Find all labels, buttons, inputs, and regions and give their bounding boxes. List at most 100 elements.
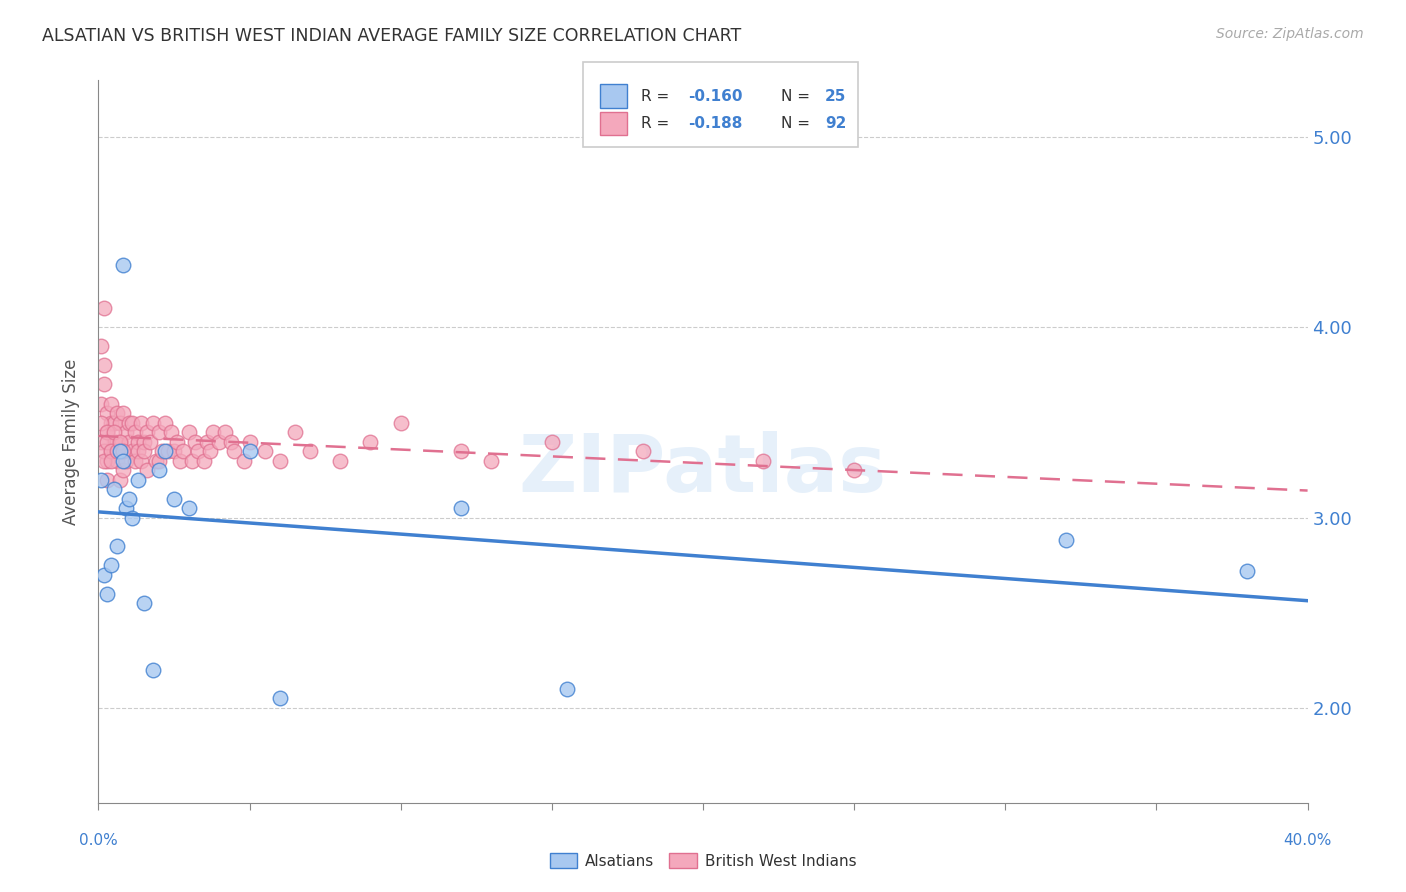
- Point: [631, 444, 654, 458]
- Point: [114, 501, 136, 516]
- Point: [108, 473, 131, 487]
- Text: 40.0%: 40.0%: [1284, 833, 1331, 848]
- Point: [148, 453, 170, 467]
- Point: [142, 663, 165, 677]
- Point: [111, 463, 134, 477]
- FancyBboxPatch shape: [583, 62, 858, 147]
- Point: [124, 453, 146, 467]
- Point: [139, 434, 162, 449]
- Point: [224, 444, 246, 458]
- Point: [172, 444, 194, 458]
- Point: [90, 434, 112, 449]
- Point: [844, 463, 866, 477]
- Point: [153, 444, 176, 458]
- Point: [181, 453, 204, 467]
- Text: N =: N =: [780, 89, 814, 103]
- Point: [127, 434, 149, 449]
- Text: -0.188: -0.188: [688, 116, 742, 131]
- Point: [93, 567, 115, 582]
- Point: [111, 444, 134, 458]
- Point: [103, 444, 125, 458]
- Point: [135, 425, 157, 439]
- Point: [111, 453, 134, 467]
- Point: [450, 501, 472, 516]
- Point: [450, 444, 472, 458]
- Point: [114, 425, 136, 439]
- Point: [90, 416, 112, 430]
- Point: [132, 434, 155, 449]
- Point: [360, 434, 382, 449]
- Point: [105, 539, 128, 553]
- Point: [184, 434, 207, 449]
- Point: [105, 434, 128, 449]
- Point: [121, 416, 143, 430]
- Point: [195, 434, 218, 449]
- Point: [100, 558, 122, 573]
- Point: [132, 596, 155, 610]
- Text: ALSATIAN VS BRITISH WEST INDIAN AVERAGE FAMILY SIZE CORRELATION CHART: ALSATIAN VS BRITISH WEST INDIAN AVERAGE …: [42, 27, 741, 45]
- Point: [540, 434, 562, 449]
- Point: [90, 473, 112, 487]
- Point: [111, 444, 134, 458]
- Point: [150, 444, 173, 458]
- Point: [200, 444, 222, 458]
- Point: [118, 416, 141, 430]
- Text: ZIPatlas: ZIPatlas: [519, 432, 887, 509]
- Point: [202, 425, 225, 439]
- Point: [121, 444, 143, 458]
- Text: Source: ZipAtlas.com: Source: ZipAtlas.com: [1216, 27, 1364, 41]
- Point: [93, 377, 115, 392]
- Point: [105, 453, 128, 467]
- Point: [111, 406, 134, 420]
- Point: [118, 434, 141, 449]
- Point: [232, 453, 254, 467]
- Point: [148, 463, 170, 477]
- Point: [481, 453, 503, 467]
- Text: 92: 92: [825, 116, 846, 131]
- Point: [135, 463, 157, 477]
- Text: 25: 25: [825, 89, 846, 103]
- Text: R =: R =: [641, 116, 675, 131]
- Point: [103, 482, 125, 496]
- Point: [108, 416, 131, 430]
- Point: [253, 444, 276, 458]
- Point: [105, 406, 128, 420]
- Point: [132, 444, 155, 458]
- Text: -0.160: -0.160: [688, 89, 742, 103]
- Point: [100, 453, 122, 467]
- Point: [156, 444, 179, 458]
- Point: [108, 444, 131, 458]
- Point: [145, 453, 167, 467]
- Point: [118, 491, 141, 506]
- Point: [96, 587, 118, 601]
- Point: [239, 444, 262, 458]
- Point: [214, 425, 236, 439]
- Point: [129, 453, 152, 467]
- Point: [93, 453, 115, 467]
- Point: [179, 501, 201, 516]
- Point: [127, 473, 149, 487]
- Point: [555, 681, 578, 696]
- Point: [121, 510, 143, 524]
- Point: [208, 434, 231, 449]
- Text: N =: N =: [780, 116, 814, 131]
- Point: [163, 491, 186, 506]
- Point: [96, 453, 118, 467]
- Point: [142, 416, 165, 430]
- Point: [105, 444, 128, 458]
- Point: [193, 453, 215, 467]
- Point: [93, 444, 115, 458]
- Point: [169, 453, 191, 467]
- Point: [166, 434, 188, 449]
- Point: [111, 258, 134, 272]
- Point: [96, 425, 118, 439]
- Point: [93, 359, 115, 373]
- Point: [100, 444, 122, 458]
- Point: [269, 453, 291, 467]
- Point: [96, 406, 118, 420]
- Legend: Alsatians, British West Indians: Alsatians, British West Indians: [544, 847, 862, 875]
- Point: [163, 444, 186, 458]
- Point: [124, 425, 146, 439]
- Point: [127, 444, 149, 458]
- Point: [221, 434, 243, 449]
